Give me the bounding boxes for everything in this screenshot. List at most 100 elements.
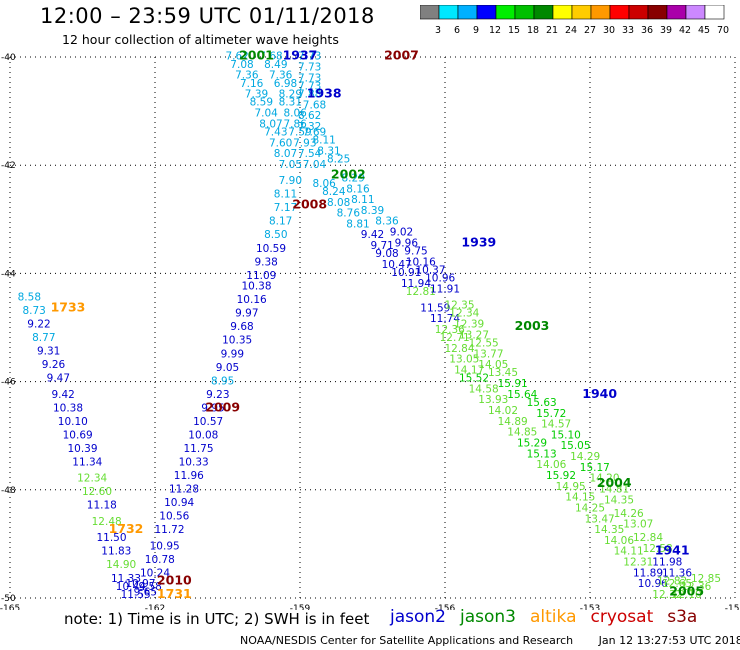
swh-value-label: 10.56 — [159, 511, 189, 523]
swh-value-label: 8.31 — [317, 145, 340, 157]
swh-value-label: 10.97 — [125, 578, 155, 590]
swh-value-label: 14.29 — [570, 451, 600, 463]
legend-entry-altika: altika — [530, 607, 577, 627]
swh-value-label: 9.42 — [361, 229, 384, 241]
swh-value-label: 10.44 — [116, 581, 146, 593]
swh-value-label: 10.96 — [425, 273, 455, 285]
swh-value-label: 15.64 — [507, 389, 537, 401]
swh-value-label: 14.05 — [478, 359, 508, 371]
swh-value-label: 9.08 — [375, 248, 398, 260]
swh-value-label: 8.07 — [259, 118, 282, 130]
swh-value-label: 8.08 — [327, 197, 350, 209]
swh-value-label: 14.26 — [614, 508, 644, 520]
swh-value-label: 10.95 — [150, 540, 180, 552]
units-note: note: 1) Time is in UTC; 2) SWH is in fe… — [64, 610, 370, 628]
swh-value-label: 15.52 — [459, 373, 489, 385]
pass-time-label: 1941 — [655, 543, 690, 558]
swh-value-label: 14.89 — [498, 416, 528, 428]
swh-value-label: 10.38 — [53, 402, 83, 414]
swh-value-label: 14.90 — [106, 559, 136, 571]
swh-value-label: 7.68 — [303, 99, 326, 111]
satellite-legend: jason2 jason3 altika cryosat s3a — [390, 607, 711, 627]
swh-value-label: 11.55 — [121, 589, 151, 601]
swh-value-label: 12.81 — [406, 286, 436, 298]
swh-value-label: 9.58 — [138, 581, 161, 593]
swh-value-label: 7.54 — [298, 148, 322, 160]
swh-value-label: 9.26 — [42, 359, 66, 371]
colorbar-label: 6 — [454, 25, 460, 36]
colorbar-label: 42 — [679, 25, 691, 36]
swh-value-label: 7.60 — [269, 137, 292, 149]
swh-value-label: 12.48 — [92, 516, 122, 528]
swh-value-label: 9.68 — [230, 321, 253, 333]
swh-value-label: 10.57 — [193, 416, 223, 428]
swh-value-label: 6.98 — [274, 78, 297, 90]
swh-value-label: 7.17 — [274, 202, 297, 214]
swh-value-label: 10.47 — [382, 259, 412, 271]
swh-value-label: 10.10 — [58, 416, 88, 428]
swh-value-label: 8.36 — [375, 216, 399, 228]
swh-value-label: 9.38 — [254, 256, 277, 268]
swh-value-label: 12.58 — [643, 543, 673, 555]
swh-value-label: 11.91 — [430, 283, 460, 295]
swh-value-label: 11.89 — [633, 567, 663, 579]
swh-value-label: 8.11 — [274, 189, 297, 201]
swh-value-label: 8.06 — [312, 178, 336, 190]
swh-value-label: 11.98 — [652, 557, 682, 569]
swh-value-label: 7.16 — [240, 78, 264, 90]
swh-value-label: 10.37 — [415, 264, 445, 276]
swh-value-label: 9.05 — [216, 362, 239, 374]
swh-value-label: 8.95 — [211, 375, 234, 387]
swh-value-label: 12.10 — [672, 589, 702, 601]
swh-value-label: 12.71 — [440, 332, 470, 344]
swh-value-label: 7.62 — [225, 51, 248, 63]
swh-value-label: 12.34 — [77, 473, 107, 485]
y-tick-label: -42 — [1, 161, 16, 171]
swh-value-label: 8.77 — [32, 332, 55, 344]
chart-title: 12:00 – 23:59 UTC 01/11/2018 — [40, 4, 375, 28]
swh-value-label: 14.02 — [488, 405, 518, 417]
x-tick-label: -150 — [725, 604, 740, 610]
legend-entry-jason2: jason2 — [390, 607, 446, 627]
swh-value-label: 14.35 — [594, 524, 624, 536]
colorbar-label: 24 — [565, 25, 577, 36]
swh-value-label: 11.33 — [111, 573, 141, 585]
colorbar-label: 39 — [660, 25, 672, 36]
swh-value-label: 13.77 — [473, 348, 503, 360]
y-tick-label: -48 — [1, 486, 16, 496]
swh-value-label: 15.29 — [517, 438, 547, 450]
legend-entry-cryosat: cryosat — [590, 607, 654, 627]
swh-value-label: 7.73 — [298, 80, 321, 92]
swh-value-label: 12.84 — [633, 532, 663, 544]
swh-value-label: 7.73 — [298, 72, 321, 84]
pass-time-label: 1733 — [51, 299, 86, 314]
swh-value-label: 12.84 — [444, 343, 474, 355]
swh-value-label: 9.97 — [235, 308, 258, 320]
y-tick-label: -40 — [1, 53, 16, 63]
pass-time-label: 2004 — [597, 475, 632, 490]
pass-time-label: 2002 — [331, 167, 366, 182]
swh-value-label: 10.24 — [140, 567, 170, 579]
swh-value-label: 15.63 — [527, 397, 557, 409]
swh-value-label: 12.65 — [662, 578, 692, 590]
swh-value-label: 9.75 — [404, 245, 427, 257]
swh-value-label: 12.36 — [681, 581, 711, 593]
swh-value-label: 10.96 — [638, 578, 668, 590]
swh-value-label: 14.15 — [565, 492, 595, 504]
swh-value-label: 13.05 — [449, 354, 479, 366]
swh-value-label: 8.06 — [283, 108, 307, 120]
colorbar-label: 12 — [489, 25, 501, 36]
timestamp-text: Jan 12 13:27:53 UTC 2018 — [598, 634, 740, 647]
swh-value-label: 7.90 — [279, 175, 302, 187]
swh-value-label: 7.59 — [288, 126, 311, 138]
colorbar-label: 36 — [641, 25, 653, 36]
swh-value-label: 12.55 — [469, 337, 499, 349]
swh-value-label: 12.60 — [82, 486, 112, 498]
swh-value-label: 9.22 — [27, 319, 50, 331]
swh-value-label: 8.25 — [327, 153, 350, 165]
pass-time-label: 1732 — [109, 521, 144, 536]
y-tick-label: -44 — [1, 269, 16, 279]
swh-value-label: 7.93 — [293, 137, 316, 149]
swh-value-label: 13.93 — [478, 394, 508, 406]
colorbar-label: 27 — [584, 25, 596, 36]
